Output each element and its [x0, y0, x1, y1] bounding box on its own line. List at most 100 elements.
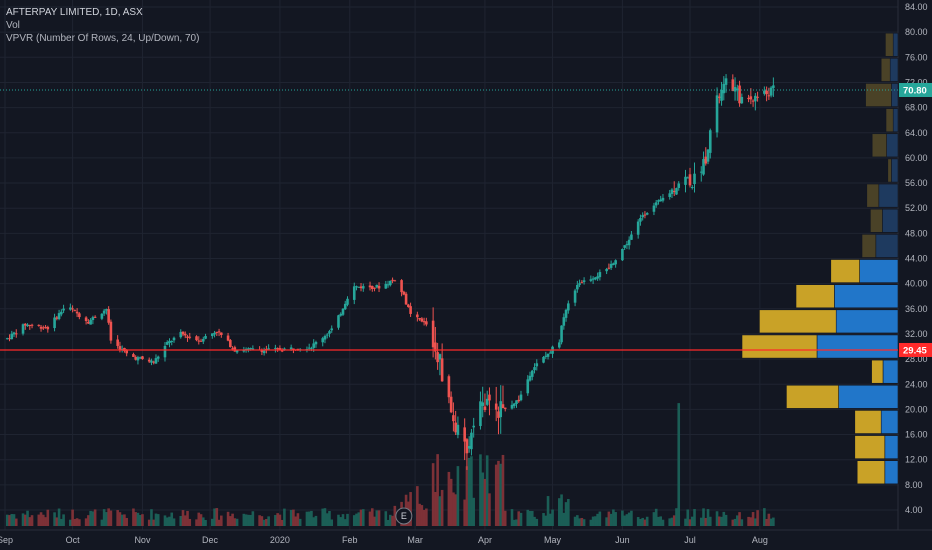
candle-body: [717, 96, 721, 98]
volume-bar: [479, 454, 482, 526]
candle-body: [416, 314, 419, 318]
candle-body: [102, 310, 106, 314]
volume-bar: [548, 513, 552, 526]
candle-body: [670, 189, 674, 194]
candle-body: [26, 324, 29, 327]
volume-bar: [391, 515, 394, 526]
time-axis[interactable]: Sep Oct Nov Dec 2020 Feb Mar Apr May Jun Jul Aug: [0, 535, 768, 545]
volume-bar: [384, 511, 388, 526]
volume-bar: [179, 515, 183, 526]
volume-bar: [283, 508, 286, 526]
candle-body: [154, 358, 158, 364]
price-lines: [0, 89, 898, 351]
candle-body: [519, 394, 523, 401]
volume-bar: [447, 471, 451, 526]
vpvr-legend[interactable]: VPVR (Number Of Rows, 24, Up/Down, 70): [6, 33, 200, 44]
candle-body: [370, 285, 374, 289]
candle-body: [657, 200, 660, 202]
candle-body: [621, 249, 624, 261]
price-tick-label: 64.00: [905, 128, 928, 138]
volume-bar: [188, 518, 192, 526]
price-axis[interactable]: 84.00 80.00 76.00 72.00 68.00 64.00 60.00 56.00…: [905, 2, 928, 515]
candle-body: [488, 394, 491, 401]
volume-bar: [481, 472, 484, 526]
volume-bar: [217, 519, 221, 526]
volume-profile-down-bar: [830, 259, 860, 283]
candle-body: [201, 339, 205, 342]
candle-body: [769, 87, 773, 96]
volume-bar: [688, 519, 692, 526]
candle-body: [407, 304, 410, 307]
candle-body: [247, 348, 250, 350]
volume-bar: [244, 514, 248, 526]
candle-body: [510, 404, 514, 409]
volume-bar: [75, 518, 79, 526]
volume-profile-down-bar: [854, 410, 882, 434]
volume-profile-down-bar: [885, 32, 894, 57]
candle-body: [310, 348, 313, 350]
candle-body: [449, 396, 453, 413]
candle-body: [567, 303, 570, 311]
candle-body: [55, 317, 59, 319]
candle-body: [643, 214, 647, 216]
candle-body: [402, 291, 406, 295]
candle-body: [373, 287, 376, 289]
volume-bar: [150, 509, 153, 526]
volume-bar: [53, 512, 56, 526]
candle-body: [60, 311, 63, 315]
volume-bar: [668, 518, 672, 526]
symbol-legend[interactable]: AFTERPAY LIMITED, 1D, ASX: [6, 7, 143, 18]
candle-body: [463, 427, 466, 442]
price-tick-label: 56.00: [905, 178, 928, 188]
volume-bar: [416, 486, 419, 526]
candle-body: [645, 213, 649, 215]
candle-body: [204, 335, 207, 339]
candle-body: [668, 193, 672, 198]
earnings-marker[interactable]: E: [395, 507, 413, 525]
candle-body: [558, 342, 561, 348]
price-tick-label: 24.00: [905, 379, 928, 389]
candle-body: [598, 272, 602, 278]
volume-legend[interactable]: Vol: [6, 20, 20, 31]
volume-bar: [596, 513, 599, 526]
candle-body: [684, 176, 687, 185]
volume-bar: [772, 517, 775, 526]
volume-bar: [341, 514, 345, 526]
volume-profile-up-bar: [882, 359, 899, 384]
price-tick-label: 76.00: [905, 52, 928, 62]
volume-bar: [229, 516, 232, 526]
volume-bar: [630, 510, 633, 526]
volume-bar: [165, 517, 169, 526]
volume-bar: [769, 518, 773, 526]
earnings-marker-label: E: [401, 511, 407, 521]
candle-body: [168, 340, 171, 344]
candle-body: [738, 85, 741, 104]
candle-body: [544, 355, 548, 357]
time-tick-label: Apr: [478, 535, 492, 545]
price-tick-label: 52.00: [905, 203, 928, 213]
candle-body: [578, 283, 581, 285]
price-tick-label: 8.00: [905, 480, 923, 490]
volume-profile-up-bar: [884, 435, 899, 459]
volume-bar: [472, 497, 475, 526]
volume-bar: [470, 456, 473, 526]
volume-profile-down-bar: [856, 460, 886, 485]
candle-body: [30, 324, 34, 326]
volume-bar: [672, 515, 676, 526]
candle-body: [276, 348, 279, 350]
candle-body: [361, 286, 365, 289]
volume-bar: [499, 463, 503, 526]
time-tick-label: Aug: [752, 535, 768, 545]
volume-bar: [359, 509, 363, 526]
volume-bar: [84, 518, 88, 526]
volume-bar: [767, 513, 771, 526]
volume-bar: [138, 514, 142, 526]
candle-body: [677, 183, 681, 188]
volume-profile-up-bar: [889, 57, 899, 82]
volume-bar: [102, 509, 106, 526]
candle-body: [165, 342, 169, 345]
volume-bar: [438, 496, 442, 526]
candle-body: [465, 439, 469, 454]
candle-body: [28, 325, 32, 327]
